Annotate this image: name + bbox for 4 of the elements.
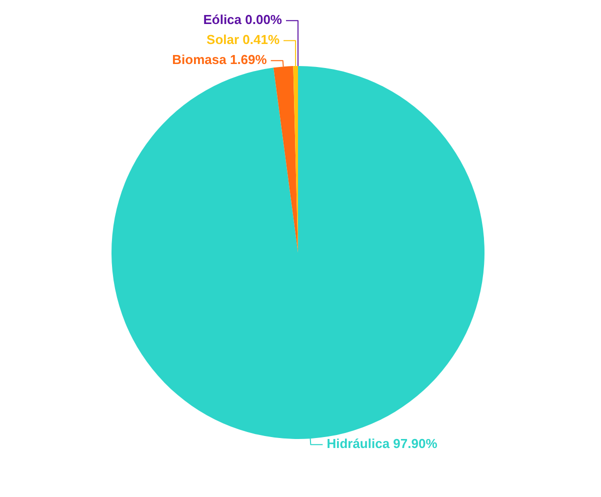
slice-label: Solar 0.41% [206,32,280,48]
slice-label: Biomasa 1.69% [172,52,268,68]
category-label: Eólica 0.00% [203,12,282,28]
slice-label: Hidráulica 97.90% [326,436,438,452]
